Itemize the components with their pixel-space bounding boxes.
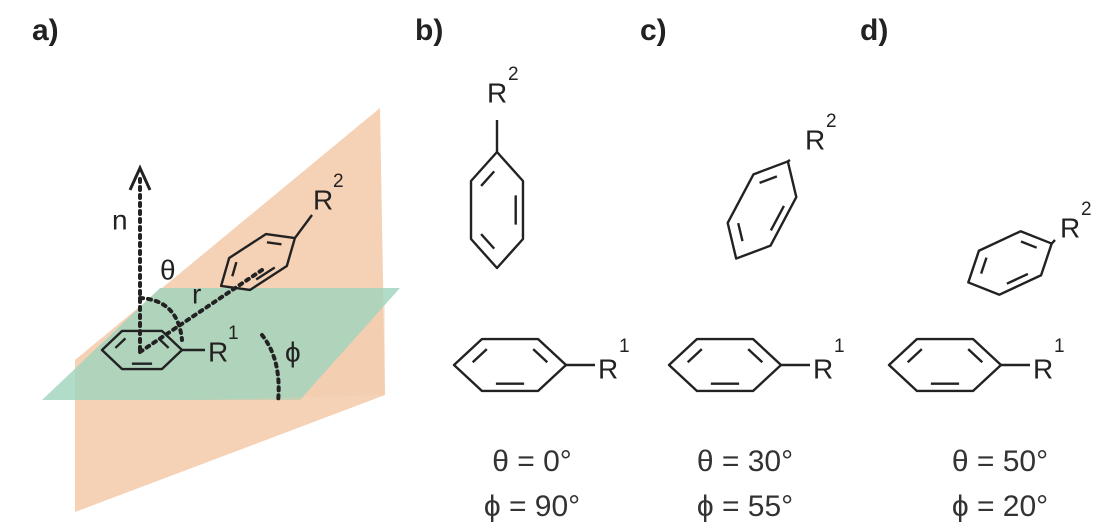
substituent: R — [487, 77, 507, 108]
substituent: R — [208, 336, 228, 367]
substituent: R — [813, 353, 833, 384]
double-bond — [738, 223, 742, 241]
benzene-ring — [728, 160, 797, 259]
theta-value: θ = 0° — [492, 445, 572, 478]
double-bond — [748, 349, 762, 362]
double-bond — [1021, 242, 1037, 248]
substituent-index: 1 — [228, 323, 239, 344]
double-bond — [908, 349, 922, 362]
panel-label: a) — [32, 14, 59, 47]
bond — [788, 160, 790, 161]
substituent: R — [1060, 212, 1080, 243]
theta-label: θ — [160, 254, 176, 285]
panel-label: d) — [860, 14, 888, 47]
theta-value: θ = 30° — [697, 445, 793, 478]
normal-label: n — [112, 204, 128, 235]
substituent-index: 1 — [619, 336, 630, 357]
phi-value: ϕ = 20° — [952, 490, 1048, 523]
theta-value: θ = 50° — [952, 445, 1048, 478]
phi-label: ϕ — [285, 336, 301, 367]
double-bond — [771, 206, 784, 230]
figure: a) n θ r ϕ R 1 R 2 b)R1R2θ = 0°ϕ = 90°c)… — [0, 0, 1118, 531]
double-bond — [688, 349, 702, 362]
panel-label: c) — [640, 14, 667, 47]
distance-label: r — [192, 278, 201, 309]
substituent-index: 2 — [333, 171, 344, 192]
benzene-ring — [669, 339, 810, 391]
substituent: R — [598, 353, 618, 384]
substituent-index: 2 — [1081, 199, 1092, 220]
ring-outline — [728, 161, 797, 258]
phi-value: ϕ = 55° — [697, 490, 793, 523]
double-bond — [481, 171, 494, 186]
benzene-ring — [454, 339, 595, 391]
benzene-ring — [471, 120, 523, 268]
substituent-index: 2 — [826, 111, 837, 132]
double-bond — [760, 176, 777, 183]
double-bond — [981, 258, 986, 274]
bond — [1052, 240, 1055, 244]
double-bond — [968, 349, 982, 362]
substituent-index: 1 — [1054, 336, 1065, 357]
benzene-ring — [968, 231, 1055, 294]
panel-label: b) — [415, 14, 443, 47]
phi-value: ϕ = 90° — [484, 490, 580, 523]
substituent-index: 2 — [508, 64, 519, 85]
substituent: R — [805, 124, 825, 155]
page: {"panels": [ {"label": "a)", "normal": "… — [0, 0, 1118, 531]
benzene-ring — [889, 339, 1030, 391]
substituent-index: 1 — [834, 336, 845, 357]
substituent: R — [1033, 353, 1053, 384]
ring-outline — [968, 231, 1051, 294]
double-bond — [481, 234, 494, 249]
double-bond — [533, 349, 547, 362]
substituent: R — [313, 184, 333, 215]
double-bond — [473, 349, 487, 362]
